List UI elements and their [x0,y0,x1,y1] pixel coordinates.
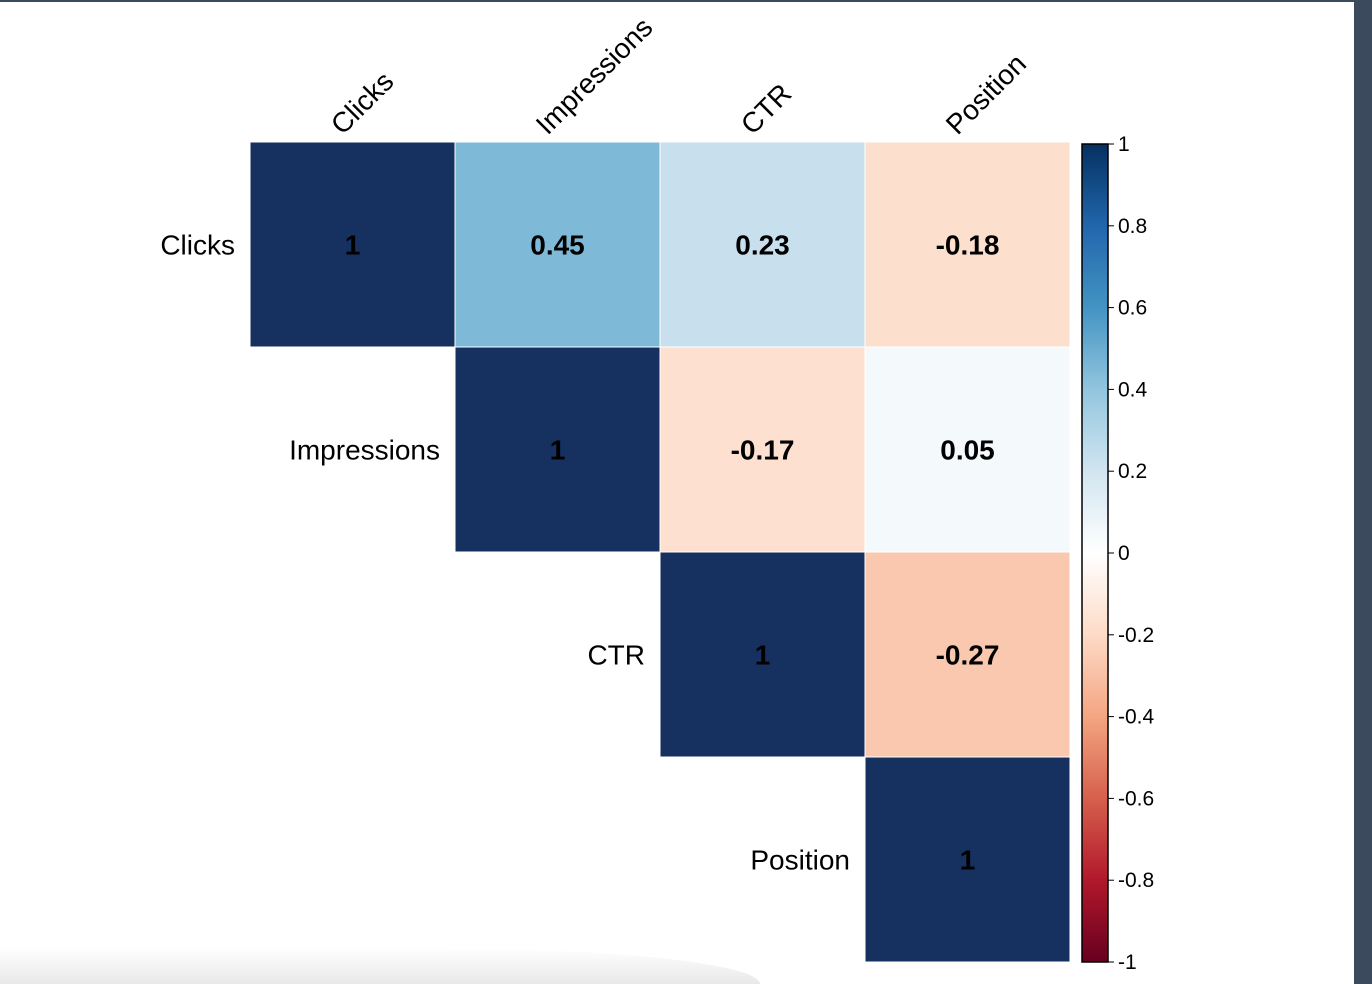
window-right-border [1354,0,1372,984]
colorbar-tick-label: -0.2 [1118,624,1154,647]
colorbar-tick-label: -1 [1118,951,1137,974]
window-top-border [0,0,1372,2]
column-label: Position [940,48,1032,140]
heatmap-cell [454,141,661,348]
cell-value-label: -0.18 [936,230,1000,261]
row-label: Clicks [160,230,235,261]
colorbar-tick-label: 0 [1118,542,1130,565]
heatmap-cell [864,551,1071,758]
colorbar-tick-label: 0.6 [1118,297,1147,320]
colorbar-tick-label: 0.8 [1118,215,1147,238]
heatmap-cell [249,141,456,348]
cell-value-label: 1 [755,640,771,671]
cell-value-label: 0.05 [940,435,995,466]
cell-value-label: 0.23 [735,230,790,261]
colorbar-tick-label: 0.2 [1118,460,1147,483]
colorbar-ticks: 1 0.8 0.6 0.4 0.2 0 -0.2 -0.4 -0.6 -0.8 -1 [1108,133,1155,974]
colorbar: 1 0.8 0.6 0.4 0.2 0 -0.2 -0.4 -0.6 -0.8 -1 [1081,133,1155,974]
heatmap-cells: 1 0.45 0.23 -0.18 1 -0.17 0.05 1 -0.27 1 [249,141,1071,963]
heatmap-cell [864,346,1071,553]
heatmap-cell [659,346,866,553]
heatmap-cell [864,141,1071,348]
column-label: Impressions [530,12,659,141]
column-label: CTR [735,78,798,141]
cell-value-label: 1 [345,230,361,261]
colorbar-tick-label: -0.4 [1118,706,1155,729]
row-labels: Clicks Impressions CTR Position [160,230,850,876]
heatmap-cell [864,756,1071,963]
colorbar-gradient [1081,143,1109,963]
cell-value-label: 1 [550,435,566,466]
heatmap-cell [454,346,661,553]
colorbar-tick-label: -0.6 [1118,787,1154,810]
colorbar-tick-label: -0.8 [1118,869,1154,892]
row-label: Position [750,845,850,876]
cell-value-label: -0.27 [936,640,1000,671]
heatmap-cell [659,141,866,348]
row-label: Impressions [289,435,440,466]
cell-value-label: 0.45 [530,230,585,261]
colorbar-tick-label: 1 [1118,133,1130,156]
row-label: CTR [587,640,645,671]
column-label: Clicks [325,66,400,141]
cell-value-label: 1 [960,845,976,876]
column-labels: Clicks Impressions CTR Position [325,12,1032,141]
colorbar-tick-label: 0.4 [1118,378,1148,401]
cell-value-label: -0.17 [731,435,795,466]
